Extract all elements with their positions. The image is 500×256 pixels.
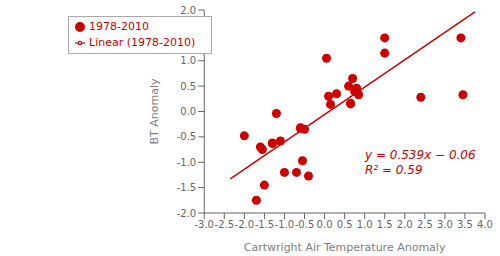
svg-text:-3.0: -3.0 [194,219,214,230]
svg-text:3.5: 3.5 [457,219,473,230]
svg-text:-2.5: -2.5 [215,219,235,230]
svg-text:Cartwright Air Temperature Ano: Cartwright Air Temperature Anomaly [244,241,446,254]
svg-text:2.0: 2.0 [180,5,196,16]
svg-text:2.5: 2.5 [417,219,433,230]
svg-text:0.5: 0.5 [180,81,196,92]
svg-text:-0.5: -0.5 [177,131,197,142]
svg-text:1.5: 1.5 [377,219,393,230]
svg-text:0.0: 0.0 [317,219,333,230]
svg-text:0.5: 0.5 [337,219,353,230]
svg-text:BT Anomaly: BT Anomaly [148,78,161,145]
svg-text:1.0: 1.0 [357,219,373,230]
svg-text:-1.5: -1.5 [255,219,275,230]
svg-text:2.0: 2.0 [397,219,413,230]
svg-text:-1.5: -1.5 [177,182,197,193]
svg-text:4.0: 4.0 [477,219,492,230]
svg-text:-2.0: -2.0 [177,208,197,219]
svg-text:-1.0: -1.0 [275,219,295,230]
svg-text:1.5: 1.5 [180,30,196,41]
svg-text:3.0: 3.0 [437,219,453,230]
svg-text:1.0: 1.0 [180,55,196,66]
svg-text:-1.0: -1.0 [177,157,197,168]
svg-text:-0.5: -0.5 [295,219,315,230]
svg-text:-2.0: -2.0 [235,219,255,230]
svg-text:0.0: 0.0 [180,106,196,117]
